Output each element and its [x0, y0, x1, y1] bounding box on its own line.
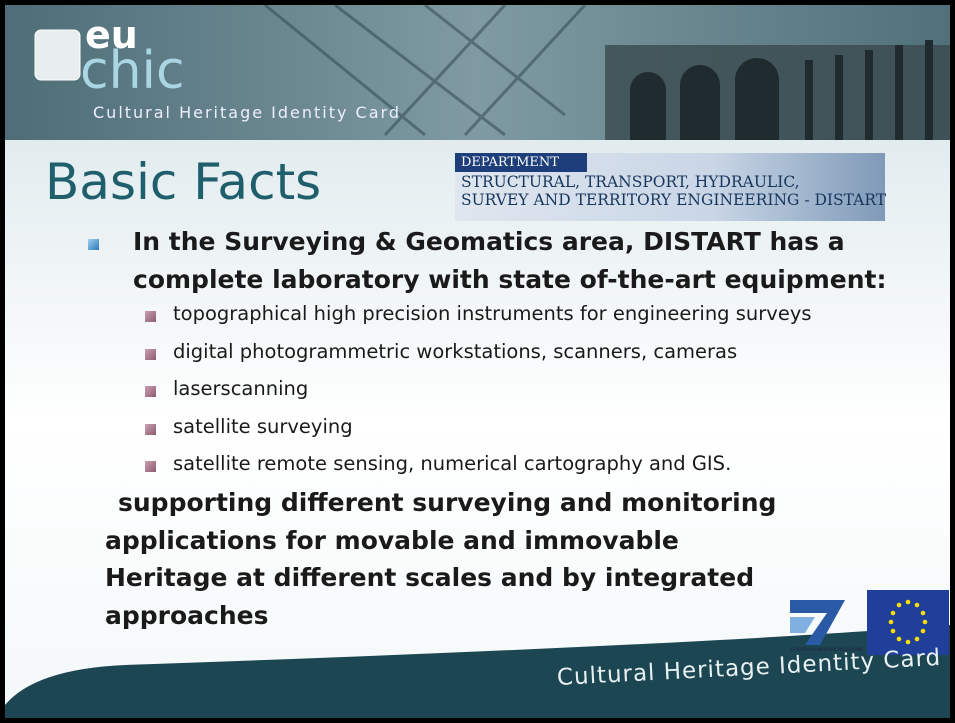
tagline: Cultural Heritage Identity Card [93, 103, 401, 122]
department-line: SURVEY AND TERRITORY ENGINEERING - DISTA… [461, 191, 886, 209]
paragraph-line: supporting different surveying and monit… [118, 488, 776, 517]
paragraph-line: approaches [105, 601, 269, 630]
main-bullet-line: complete laboratory with state of-the-ar… [133, 265, 886, 294]
paragraph-line: applications for movable and immovable [105, 526, 679, 555]
department-banner: DEPARTMENT STRUCTURAL, TRANSPORT, HYDRAU… [455, 153, 885, 221]
paragraph-line: Heritage at different scales and by inte… [105, 563, 754, 592]
logo-chic: chic [80, 41, 185, 101]
page: eu chic Cultural Heritage Identity Card … [0, 0, 955, 723]
sub-bullet-icon [145, 424, 156, 435]
department-line: STRUCTURAL, TRANSPORT, HYDRAULIC, [461, 173, 800, 191]
sub-bullet: laserscanning [173, 377, 308, 400]
logo-badge [35, 30, 80, 80]
sub-bullet-icon [145, 386, 156, 397]
department-label: DEPARTMENT [455, 153, 587, 172]
sub-bullet: satellite remote sensing, numerical cart… [173, 452, 731, 475]
slide: eu chic Cultural Heritage Identity Card … [5, 5, 950, 718]
sub-bullet: topographical high precision instruments… [173, 302, 812, 325]
bullet-icon [88, 239, 99, 250]
sub-bullet-icon [145, 349, 156, 360]
slide-title: Basic Facts [45, 153, 321, 211]
sub-bullet: digital photogrammetric workstations, sc… [173, 340, 737, 363]
sub-bullet: satellite surveying [173, 415, 353, 438]
main-bullet-line: In the Surveying & Geomatics area, DISTA… [133, 227, 845, 256]
sub-bullet-icon [145, 461, 156, 472]
sub-bullet-icon [145, 311, 156, 322]
